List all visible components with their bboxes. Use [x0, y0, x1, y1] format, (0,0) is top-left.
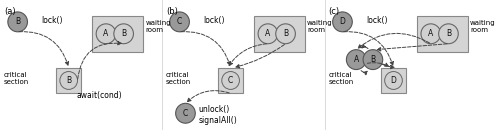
Text: waiting
room: waiting room	[307, 20, 333, 33]
Circle shape	[438, 24, 458, 44]
Text: lock(): lock()	[41, 16, 62, 25]
Text: D: D	[390, 76, 396, 85]
Circle shape	[96, 24, 116, 44]
Text: lock(): lock()	[366, 16, 388, 25]
Text: B: B	[446, 29, 451, 38]
Circle shape	[363, 50, 382, 70]
Circle shape	[60, 72, 78, 89]
Circle shape	[170, 12, 190, 32]
Text: B: B	[283, 29, 288, 38]
Text: (c): (c)	[328, 7, 340, 16]
Text: A: A	[428, 29, 434, 38]
Bar	[56, 68, 82, 93]
Circle shape	[332, 12, 352, 32]
Text: unlock()
signalAll(): unlock() signalAll()	[198, 105, 237, 125]
Text: C: C	[177, 17, 182, 26]
Bar	[380, 68, 406, 93]
Circle shape	[114, 24, 134, 44]
Text: await(cond): await(cond)	[76, 91, 122, 100]
Circle shape	[421, 24, 440, 44]
Text: (b): (b)	[166, 7, 177, 16]
Circle shape	[222, 72, 240, 89]
Text: B: B	[370, 55, 376, 64]
Text: critical
section: critical section	[328, 72, 354, 85]
Text: A: A	[104, 29, 108, 38]
Text: waiting
room: waiting room	[145, 20, 171, 33]
Bar	[254, 16, 305, 52]
Circle shape	[276, 24, 295, 44]
Text: (a): (a)	[4, 7, 16, 16]
Circle shape	[258, 24, 278, 44]
Text: A: A	[354, 55, 359, 64]
Text: B: B	[121, 29, 126, 38]
Text: waiting
room: waiting room	[470, 20, 496, 33]
Text: C: C	[228, 76, 233, 85]
Text: lock(): lock()	[203, 16, 224, 25]
Bar	[218, 68, 244, 93]
Text: critical
section: critical section	[166, 72, 191, 85]
Text: A: A	[266, 29, 270, 38]
Circle shape	[8, 12, 28, 32]
Text: critical
section: critical section	[4, 72, 29, 85]
Circle shape	[346, 50, 366, 70]
Bar	[417, 16, 468, 52]
Text: C: C	[183, 109, 188, 118]
Text: B: B	[15, 17, 20, 26]
Text: D: D	[340, 17, 345, 26]
Text: B: B	[66, 76, 71, 85]
Bar	[92, 16, 144, 52]
Circle shape	[384, 72, 402, 89]
Circle shape	[176, 103, 196, 123]
